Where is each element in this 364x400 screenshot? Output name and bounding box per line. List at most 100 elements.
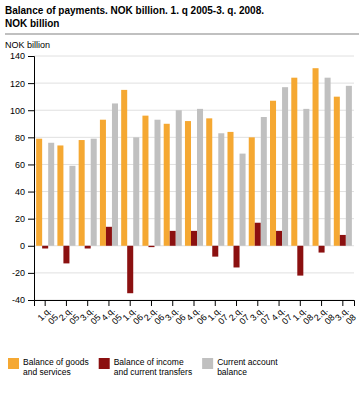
tick: 3.q.08 [333, 300, 358, 330]
tick: 120 [10, 78, 34, 88]
x-axis: 1.q.052.q.053.q.054.q.051.q.062.q.063.q.… [35, 300, 358, 330]
legend-label: Balance of incomeand current transfers [114, 357, 192, 377]
bar [297, 246, 303, 276]
bar [106, 227, 112, 246]
grid-line [34, 83, 354, 84]
tick-label: 2.q.06 [142, 305, 167, 330]
tick-label: -40 [12, 295, 25, 305]
series [42, 223, 346, 293]
tick: 80 [15, 133, 34, 143]
tick: 0 [20, 241, 34, 251]
bars [36, 68, 352, 293]
bar [197, 109, 203, 246]
bar [164, 124, 170, 246]
bar [303, 109, 309, 246]
bar [142, 116, 148, 246]
tick-label: -20 [12, 268, 25, 278]
bar [255, 223, 261, 246]
tick: -40 [12, 295, 34, 305]
tick-mark [28, 110, 34, 111]
tick-label: 3.q.05 [78, 305, 103, 330]
bar [325, 78, 331, 246]
bar [57, 145, 63, 245]
grid-line [34, 272, 354, 273]
tick: -20 [12, 268, 34, 278]
bar [227, 132, 233, 246]
bar [212, 246, 218, 257]
bar [346, 86, 352, 246]
tick-label: 1.q.08 [291, 305, 316, 330]
tick-label: 20 [15, 214, 25, 224]
tick: 40 [15, 187, 34, 197]
tick-label: 3.q.06 [163, 305, 188, 330]
bar [218, 133, 224, 246]
grid-line [34, 56, 354, 57]
bar [291, 78, 297, 246]
bar [276, 231, 282, 246]
bar [206, 118, 212, 245]
tick-mark [28, 300, 34, 301]
tick-label: 1.q.07 [206, 305, 231, 330]
bar [249, 137, 255, 245]
axis-line [28, 57, 35, 301]
series [36, 68, 340, 246]
bar [48, 143, 54, 246]
bar [154, 120, 160, 246]
y-label: NOK billion [5, 40, 50, 50]
tick-label: 2.q.07 [227, 305, 252, 330]
bar [100, 120, 106, 246]
bar [42, 246, 48, 249]
tick-mark [28, 219, 34, 220]
bar [127, 246, 133, 293]
bar [261, 117, 267, 246]
tick-mark [28, 246, 34, 247]
tick-label: 2.q.05 [57, 305, 82, 330]
bar [282, 87, 288, 246]
tick-label: 4.q.05 [99, 305, 124, 330]
tick-label: 100 [10, 106, 25, 116]
legend-label: Current accountbalance [217, 357, 278, 377]
tick-mark [28, 83, 34, 84]
bar [313, 68, 319, 246]
tick-label: 4.q.06 [184, 305, 209, 330]
bar [176, 110, 182, 246]
bar [191, 231, 197, 246]
legend-swatch [8, 358, 19, 369]
bar [270, 101, 276, 246]
chart: Balance of payments. NOK billion. 1. q 2… [0, 0, 364, 400]
legend-item: Balance of incomeand current transfers [99, 357, 192, 377]
tick: 100 [10, 106, 34, 116]
legend: Balance of goodsand services Balance of i… [8, 357, 278, 377]
legend-item: Current accountbalance [202, 357, 278, 377]
bar [170, 231, 176, 246]
legend-item: Balance of goodsand services [8, 357, 89, 377]
bar [36, 139, 42, 246]
tick-label: 140 [10, 51, 25, 61]
bar [91, 139, 97, 246]
bar [334, 97, 340, 246]
tick: 20 [15, 214, 34, 224]
title: Balance of payments. NOK billion. 1. q 2… [5, 5, 264, 16]
bar [79, 140, 85, 246]
tick-mark [28, 192, 34, 193]
tick-label: 80 [15, 133, 25, 143]
legend-label: Balance of goodsand services [23, 357, 89, 377]
tick-mark [28, 56, 34, 57]
bar [85, 246, 91, 249]
tick-label: 40 [15, 187, 25, 197]
tick-label: 2.q.08 [312, 305, 337, 330]
bar [240, 154, 246, 246]
subtitle: NOK billion [5, 18, 59, 29]
plot: -40-200204060801001201401.q.052.q.053.q.… [10, 51, 358, 330]
tick-label: 1.q.05 [36, 305, 61, 330]
tick-mark [28, 137, 34, 138]
tick-label: 3.q.07 [248, 305, 273, 330]
tick-mark [28, 164, 34, 165]
tick-label: 120 [10, 78, 25, 88]
tick-label: 0 [20, 241, 25, 251]
separator [5, 34, 359, 35]
bar [234, 246, 240, 268]
grid [34, 56, 354, 300]
tick-label: 4.q.07 [269, 305, 294, 330]
tick: 140 [10, 51, 34, 61]
